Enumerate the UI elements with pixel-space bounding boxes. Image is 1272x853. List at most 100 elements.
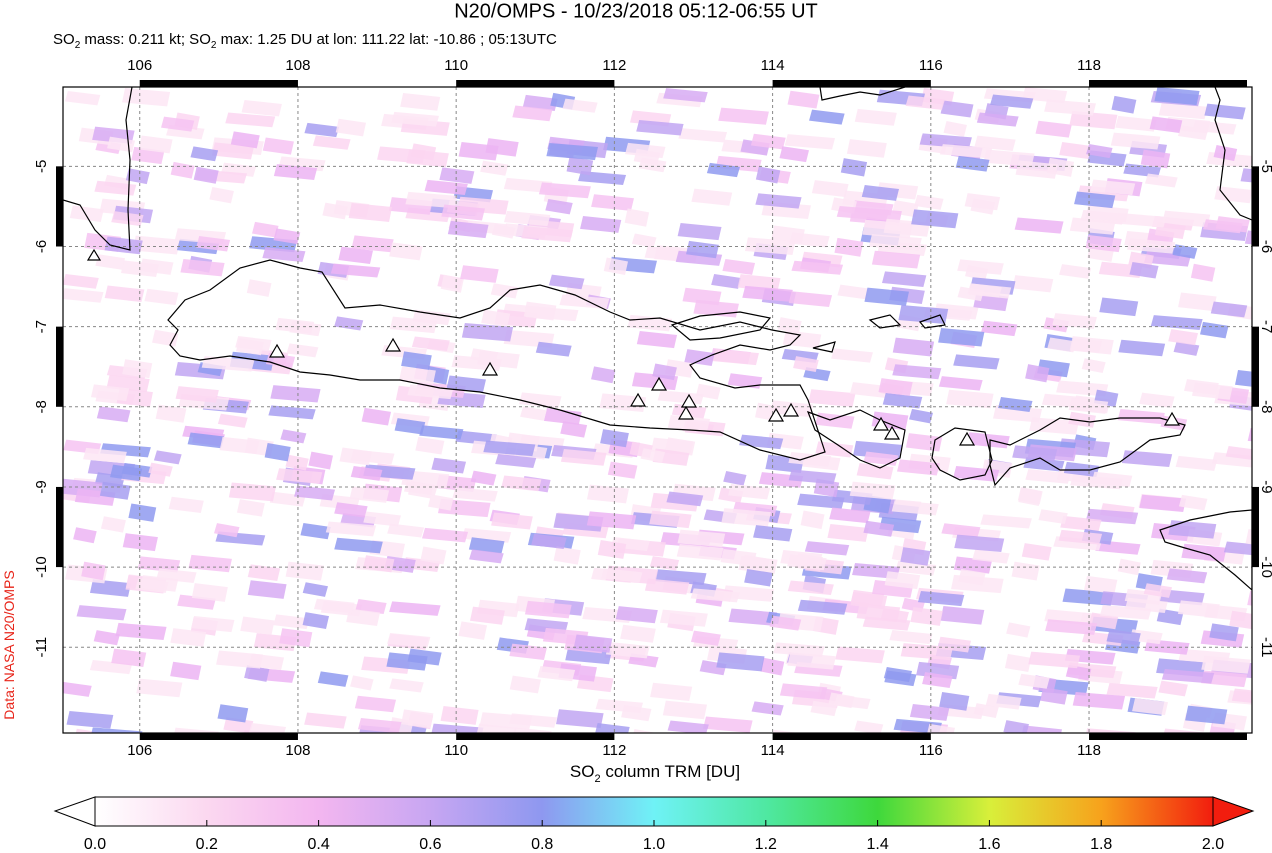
so2-pixel: [193, 166, 219, 184]
so2-pixel: [652, 363, 677, 381]
so2-pixel: [677, 529, 726, 548]
so2-pixel: [139, 258, 174, 275]
so2-pixel: [363, 555, 395, 573]
so2-pixel: [273, 228, 301, 245]
so2-pixel: [751, 701, 784, 716]
so2-pixel: [512, 105, 553, 122]
so2-pixel: [431, 457, 467, 474]
so2-pixel: [599, 393, 647, 413]
so2-pixel: [378, 732, 381, 733]
subtitle-part: mass: 0.211 kt; SO: [80, 31, 211, 48]
so2-pixel: [659, 609, 708, 627]
so2-pixel: [110, 464, 143, 482]
x-tick-label-top: 110: [444, 57, 468, 74]
so2-pixel: [246, 279, 272, 297]
axis-band: [56, 326, 63, 407]
x-tick-label-top: 116: [919, 57, 943, 74]
so2-pixel: [458, 621, 488, 640]
so2-pixel: [677, 222, 722, 241]
so2-pixel: [217, 413, 248, 428]
so2-pixel: [831, 348, 873, 363]
so2-pixel: [348, 202, 393, 222]
so2-pixel: [125, 168, 150, 185]
so2-pixel: [804, 541, 850, 556]
so2-pixel: [350, 465, 383, 481]
so2-pixel: [137, 556, 181, 573]
so2-pixel: [1059, 264, 1092, 279]
so2-pixel: [1143, 583, 1173, 598]
so2-pixel: [188, 554, 232, 573]
so2-pixel: [461, 322, 514, 342]
so2-pixel: [864, 287, 909, 306]
subscript: 2: [211, 40, 217, 51]
so2-pixel: [548, 274, 585, 290]
so2-pixel: [1056, 380, 1109, 397]
so2-pixel: [201, 356, 255, 372]
coastline: [812, 314, 946, 353]
so2-pixel: [394, 418, 426, 435]
so2-pixel: [100, 516, 126, 533]
so2-pixel: [401, 351, 432, 370]
so2-pixel: [644, 578, 690, 595]
so2-pixel: [871, 250, 921, 269]
x-tick-label-bottom: 116: [919, 742, 943, 759]
so2-pixel: [335, 118, 367, 137]
so2-pixel: [469, 549, 504, 564]
so2-pixel: [884, 571, 921, 590]
so2-pixel: [209, 187, 234, 204]
so2-pixel: [452, 487, 498, 502]
so2-pixel: [190, 146, 219, 162]
so2-pixel: [760, 657, 785, 676]
so2-pixel: [640, 448, 666, 463]
so2-pixel: [405, 191, 458, 209]
so2-pixel: [523, 301, 557, 321]
coastline: [167, 259, 826, 461]
volcano: [86, 248, 102, 261]
coastline: [989, 417, 1186, 487]
so2-pixel: [1229, 610, 1252, 630]
so2-pixel: [262, 247, 306, 263]
so2-pixel: [1231, 688, 1252, 703]
so2-pixel: [420, 546, 447, 565]
so2-pixel: [910, 606, 943, 626]
so2-pixel: [834, 237, 864, 257]
so2-pixel: [973, 703, 999, 719]
so2-pixel: [1139, 392, 1175, 408]
so2-pixel: [349, 486, 390, 503]
so2-pixel: [285, 561, 324, 581]
so2-pixel: [132, 235, 180, 255]
so2-pixel: [787, 652, 836, 670]
volcano: [384, 337, 402, 352]
so2-pixel: [440, 705, 479, 725]
so2-pixel: [148, 462, 173, 477]
so2-pixel: [1132, 698, 1169, 716]
so2-pixel: [905, 433, 943, 452]
so2-pixel: [927, 723, 956, 733]
so2-pixel: [1090, 179, 1136, 196]
so2-pixel: [1129, 262, 1159, 279]
so2-pixel: [1161, 669, 1215, 684]
so2-pixel: [522, 94, 558, 112]
y-tick-label-left: -6: [33, 240, 50, 253]
so2-pixel: [1022, 725, 1063, 733]
axis-band: [1089, 733, 1247, 740]
so2-pixel: [90, 384, 130, 402]
so2-pixel: [1168, 520, 1217, 539]
so2-pixel: [911, 209, 959, 229]
colorbar-tick-label: 0.2: [196, 836, 218, 853]
so2-pixel: [712, 349, 759, 366]
so2-pixel: [69, 205, 104, 222]
so2-pixel: [1014, 217, 1064, 234]
so2-pixel: [940, 100, 974, 118]
so2-pixel: [808, 389, 856, 407]
so2-pixel: [460, 265, 499, 283]
so2-pixel: [1047, 337, 1077, 353]
so2-pixel: [615, 606, 658, 624]
so2-pixel: [1184, 379, 1219, 395]
so2-pixel: [1045, 619, 1098, 635]
so2-pixel: [304, 122, 340, 138]
axis-band: [772, 80, 931, 87]
so2-pixel: [811, 180, 849, 198]
so2-pixel: [1121, 450, 1173, 468]
